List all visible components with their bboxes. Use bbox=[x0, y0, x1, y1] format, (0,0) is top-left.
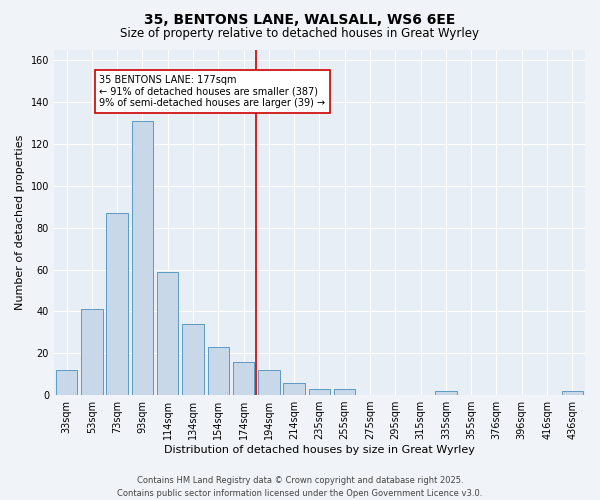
Y-axis label: Number of detached properties: Number of detached properties bbox=[15, 135, 25, 310]
Bar bbox=[283, 382, 305, 395]
Bar bbox=[435, 391, 457, 395]
Bar bbox=[81, 310, 103, 395]
Text: Size of property relative to detached houses in Great Wyrley: Size of property relative to detached ho… bbox=[121, 28, 479, 40]
Text: 35, BENTONS LANE, WALSALL, WS6 6EE: 35, BENTONS LANE, WALSALL, WS6 6EE bbox=[145, 12, 455, 26]
Text: 35 BENTONS LANE: 177sqm
← 91% of detached houses are smaller (387)
9% of semi-de: 35 BENTONS LANE: 177sqm ← 91% of detache… bbox=[100, 75, 326, 108]
Bar bbox=[208, 347, 229, 395]
Bar bbox=[233, 362, 254, 395]
Bar bbox=[258, 370, 280, 395]
Bar bbox=[157, 272, 178, 395]
Bar bbox=[131, 121, 153, 395]
Bar bbox=[182, 324, 204, 395]
Bar bbox=[56, 370, 77, 395]
Bar bbox=[106, 213, 128, 395]
Bar bbox=[334, 389, 355, 395]
Text: Contains HM Land Registry data © Crown copyright and database right 2025.
Contai: Contains HM Land Registry data © Crown c… bbox=[118, 476, 482, 498]
X-axis label: Distribution of detached houses by size in Great Wyrley: Distribution of detached houses by size … bbox=[164, 445, 475, 455]
Bar bbox=[562, 391, 583, 395]
Bar bbox=[309, 389, 330, 395]
